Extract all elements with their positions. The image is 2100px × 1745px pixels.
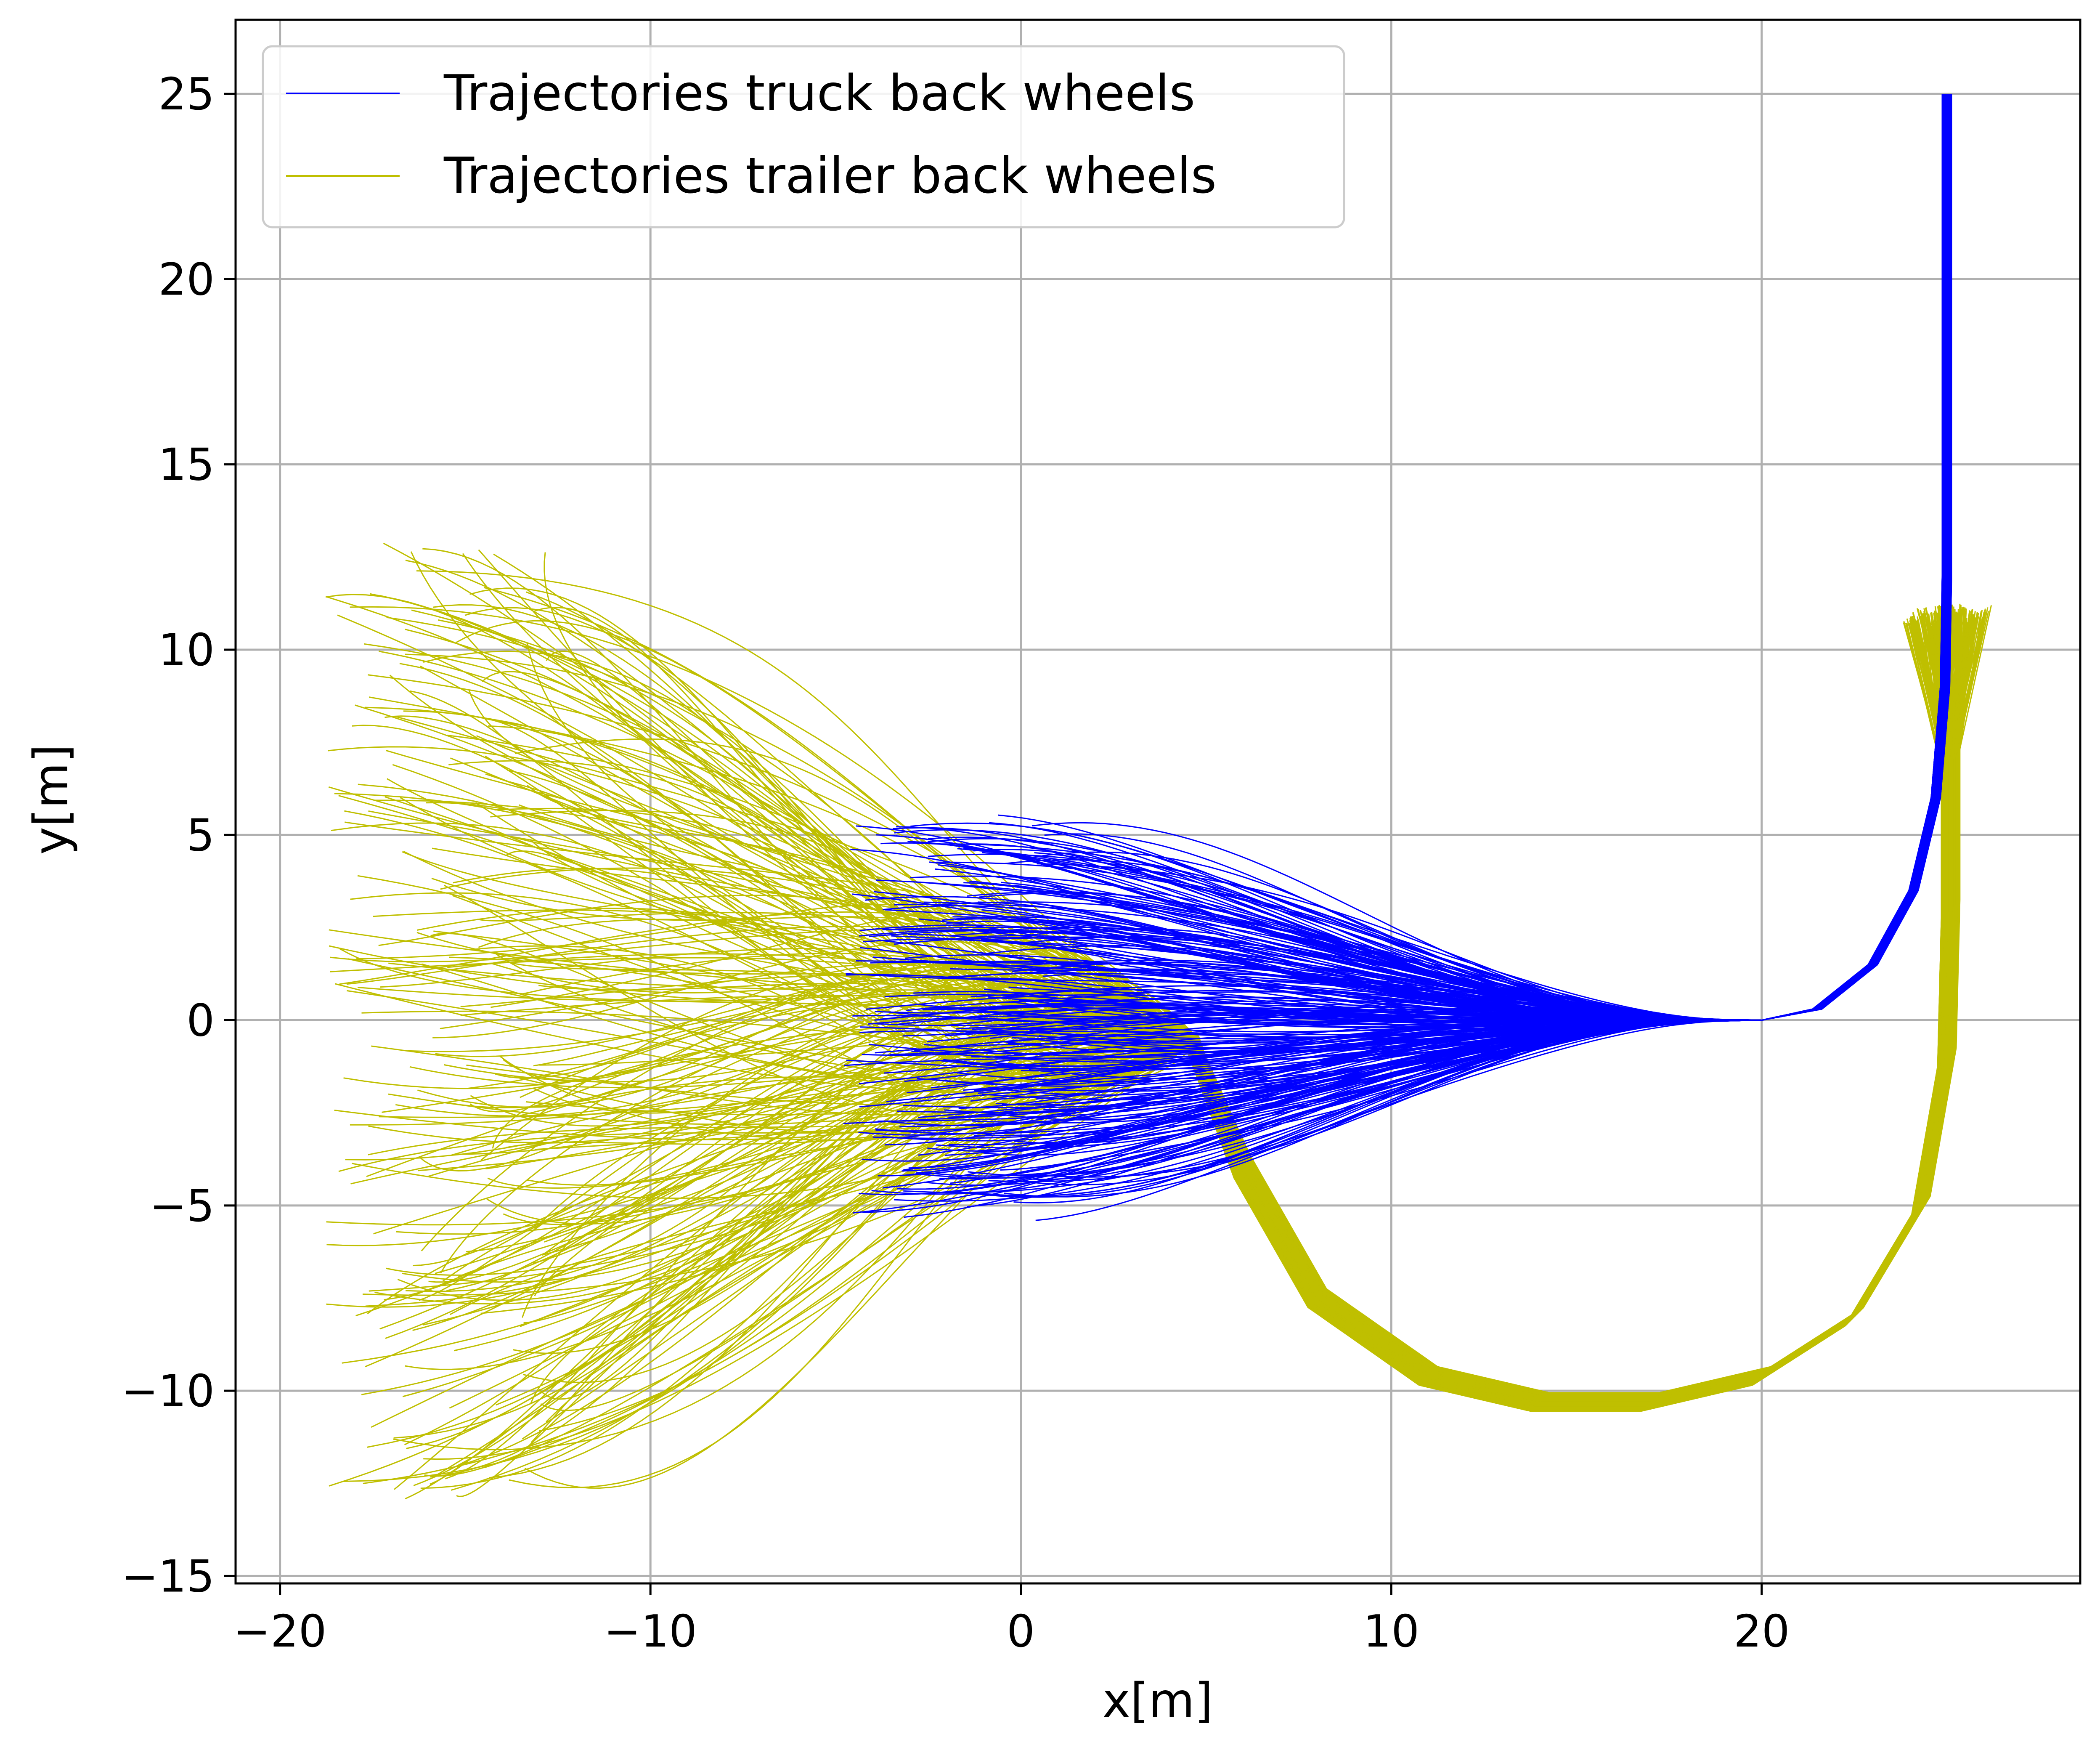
axes: [224, 19, 2081, 1595]
trailer-trajectory-line: [430, 612, 1952, 1402]
y-tick-label: 25: [158, 69, 215, 120]
truck-trajectory-line: [974, 94, 1951, 1137]
y-tick-label: 5: [186, 810, 215, 861]
x-tick-label: −20: [233, 1606, 327, 1657]
legend-label-trailer: Trajectories trailer back wheels: [443, 146, 1217, 205]
trailer-trajectory-line: [494, 608, 1967, 1394]
y-tick-label: −10: [121, 1365, 215, 1417]
legend: Trajectories truck back wheels Trajector…: [262, 45, 1345, 228]
y-tick-label: 10: [158, 624, 215, 676]
legend-label-truck: Trajectories truck back wheels: [443, 64, 1195, 122]
y-tick-label: −15: [121, 1551, 215, 1602]
tick-labels: −20 −10 0 10 20 −15 −10 −5 0 5 10 15 20 25: [121, 69, 1790, 1657]
trailer-trajectory-line: [538, 616, 1951, 1403]
x-tick-label: 10: [1363, 1606, 1419, 1657]
y-tick-label: −5: [149, 1180, 215, 1232]
y-tick-label: 15: [158, 439, 215, 491]
trajectories: [325, 94, 1992, 1500]
y-axis-label: y[m]: [24, 744, 79, 855]
x-axis-label: x[m]: [1103, 1673, 1213, 1728]
legend-box: [262, 45, 1345, 228]
trailer-trajectory-line: [447, 612, 1953, 1401]
trailer-trajectory-line: [422, 619, 1949, 1406]
x-tick-label: 20: [1734, 1606, 1790, 1657]
x-tick-label: 0: [1007, 1606, 1035, 1657]
axes-frame: [234, 19, 2081, 1585]
x-tick-label: −10: [604, 1606, 697, 1657]
y-tick-label: 20: [158, 254, 215, 305]
y-tick-label: 0: [186, 995, 215, 1046]
